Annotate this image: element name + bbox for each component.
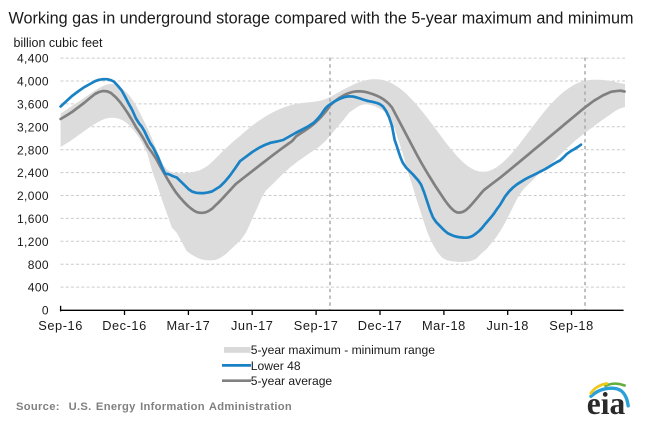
svg-text:5-year average: 5-year average [251,374,333,388]
svg-text:0: 0 [42,304,49,318]
svg-text:4,000: 4,000 [17,75,49,89]
svg-text:4,400: 4,400 [17,52,49,66]
svg-text:Working gas in underground sto: Working gas in underground storage compa… [9,10,634,28]
svg-text:Jun-17: Jun-17 [231,318,273,333]
svg-text:Sep-18: Sep-18 [549,318,594,333]
svg-text:Mar-17: Mar-17 [166,318,210,333]
svg-text:Dec-16: Dec-16 [102,318,147,333]
svg-text:5-year maximum - minimum range: 5-year maximum - minimum range [251,343,435,357]
svg-text:Lower 48: Lower 48 [251,359,301,373]
svg-text:3,600: 3,600 [17,98,49,112]
svg-text:3,200: 3,200 [17,120,49,134]
svg-text:Sep-16: Sep-16 [38,318,83,333]
svg-text:Sep-17: Sep-17 [294,318,339,333]
svg-text:billion cubic feet: billion cubic feet [14,36,103,50]
svg-text:Mar-18: Mar-18 [422,318,466,333]
svg-text:2,800: 2,800 [17,143,49,157]
svg-text:2,000: 2,000 [17,189,49,203]
svg-text:2,400: 2,400 [17,166,49,180]
svg-text:Source: U.S. Energy Informati: Source: U.S. Energy Information Administ… [16,401,292,413]
svg-text:800: 800 [28,258,49,272]
svg-text:400: 400 [28,281,49,295]
svg-text:Jun-18: Jun-18 [486,318,528,333]
svg-text:1,600: 1,600 [17,212,49,226]
svg-text:Dec-17: Dec-17 [358,318,403,333]
svg-text:1,200: 1,200 [17,235,49,249]
